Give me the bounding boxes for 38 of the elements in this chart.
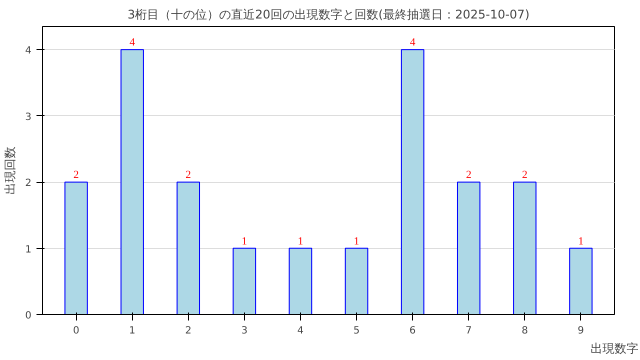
data-label: 2 (522, 169, 528, 182)
x-tick-label: 0 (72, 326, 80, 336)
bar (288, 248, 312, 314)
bar (232, 248, 256, 314)
bar (513, 182, 536, 314)
bar (569, 248, 593, 314)
x-tick-label: 3 (241, 326, 248, 336)
x-axis-title: 出現数字 (590, 342, 638, 356)
bar (64, 182, 88, 314)
x-tick-label: 1 (129, 326, 136, 336)
data-label: 2 (186, 169, 192, 182)
bar (344, 248, 368, 314)
data-label: 4 (129, 36, 136, 49)
x-tick-label: 6 (409, 326, 416, 336)
data-label: 2 (73, 169, 79, 182)
data-label: 1 (354, 235, 360, 248)
x-tick-label: 9 (578, 326, 584, 336)
x-tick-label: 5 (353, 326, 360, 336)
bar (400, 49, 424, 314)
data-label: 1 (298, 235, 304, 248)
data-label: 2 (466, 169, 472, 182)
bar (120, 49, 144, 314)
y-tick-label: 2 (25, 178, 32, 190)
y-tick-label: 1 (25, 244, 32, 256)
x-tick-label: 4 (297, 326, 304, 336)
data-label: 4 (410, 36, 416, 49)
y-tick-label: 3 (25, 112, 32, 123)
x-tick-label: 2 (185, 326, 192, 336)
data-label: 1 (242, 235, 248, 248)
chart-title: 3桁目（十の位）の直近20回の出現数字と回数(最終抽選日：2025-10-07) (127, 8, 530, 22)
y-axis-title: 出現回数 (3, 146, 18, 194)
data-label: 1 (578, 235, 584, 248)
y-tick-label: 0 (25, 310, 32, 322)
y-tick-label: 4 (25, 46, 32, 57)
x-tick-label: 8 (522, 326, 528, 336)
bar (176, 182, 200, 314)
x-tick-label: 7 (466, 326, 472, 336)
bar (456, 182, 480, 314)
